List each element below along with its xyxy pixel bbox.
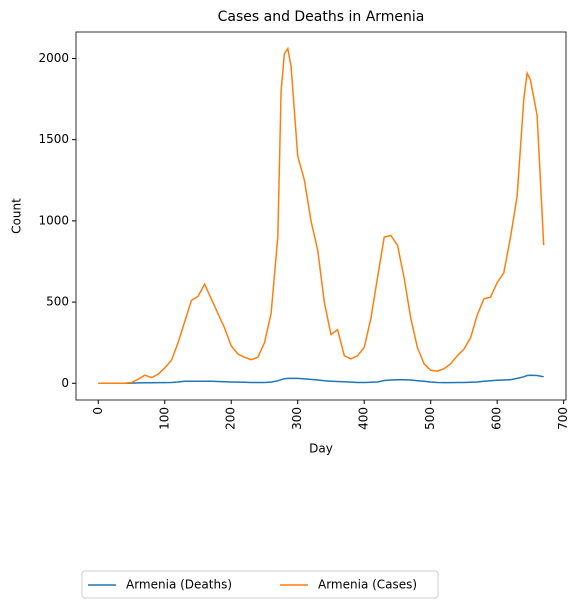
line-series: [98, 46, 545, 385]
chart-title: Cases and Deaths in Armenia: [218, 9, 425, 25]
y-tick-label: 2000: [38, 51, 69, 65]
y-axis-label: Count: [10, 198, 24, 234]
y-tick-label: 500: [46, 295, 69, 309]
plot-frame: [75, 31, 567, 401]
x-tick-label: 0: [91, 407, 105, 415]
legend-label: Armenia (Deaths): [126, 578, 232, 592]
y-tick-label: 0: [61, 376, 69, 390]
y-tick-label: 1000: [38, 213, 69, 227]
x-tick-label: 700: [556, 407, 570, 430]
x-axis-label: Day: [309, 442, 333, 456]
legend-label: Armenia (Cases): [318, 578, 417, 592]
x-tick-label: 500: [423, 407, 437, 430]
x-tick-label: 600: [490, 407, 504, 430]
x-tick-label: 300: [290, 407, 304, 430]
legend-box: [81, 570, 439, 599]
x-tick-label: 200: [224, 407, 238, 430]
x-tick-label: 100: [157, 407, 171, 430]
y-tick-label: 1500: [38, 132, 69, 146]
line-series: [98, 374, 544, 385]
x-tick-label: 400: [357, 407, 371, 430]
